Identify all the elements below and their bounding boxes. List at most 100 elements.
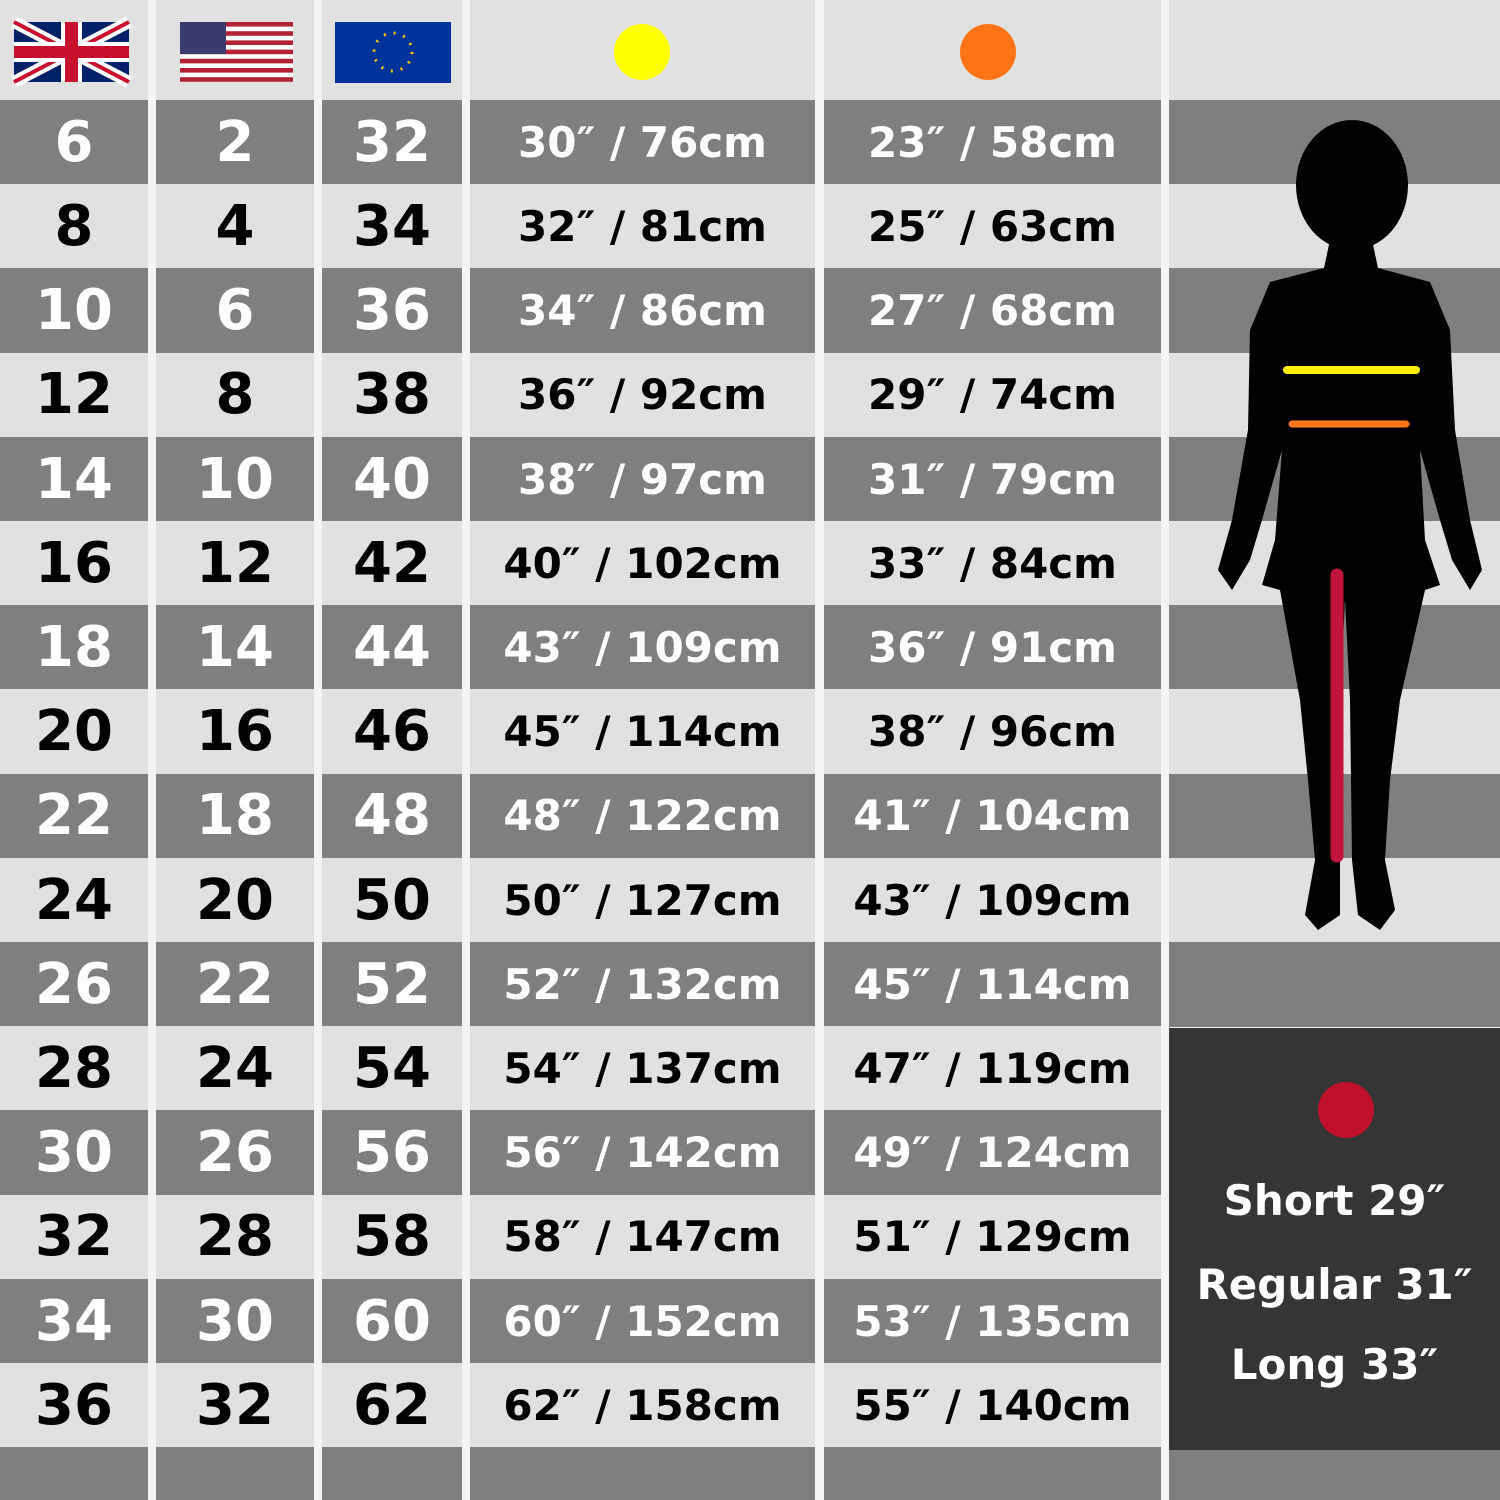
- bust-cell: 58″ / 147cm: [470, 1194, 815, 1280]
- eu-cell: 62: [322, 1363, 462, 1448]
- waist-cell: 36″ / 91cm: [824, 605, 1161, 690]
- waist-cell: 47″ / 119cm: [824, 1026, 1161, 1111]
- header-cell: [156, 0, 314, 100]
- us-cell: 20: [156, 857, 314, 943]
- uk-cell: 16: [0, 521, 148, 606]
- header-cell: [470, 0, 815, 100]
- bust-cell: 36″ / 92cm: [470, 352, 815, 438]
- inseam-label: Long 33″: [1230, 1340, 1439, 1389]
- bust-cell: 56″ / 142cm: [470, 1110, 815, 1196]
- stripe: [1169, 268, 1500, 354]
- waist-cell: 38″ / 96cm: [824, 689, 1161, 775]
- eu-cell: 60: [322, 1278, 462, 1364]
- us-cell: 14: [156, 605, 314, 690]
- uk-cell: 32: [0, 1194, 148, 1280]
- us-cell: 18: [156, 773, 314, 859]
- bust-cell: 34″ / 86cm: [470, 268, 815, 354]
- footer-cell: [0, 1447, 148, 1500]
- bust-cell: 60″ / 152cm: [470, 1278, 815, 1364]
- us-cell: 22: [156, 942, 314, 1027]
- bust-cell: 48″ / 122cm: [470, 773, 815, 859]
- bust-cell: 54″ / 137cm: [470, 1026, 815, 1111]
- us-cell: 16: [156, 689, 314, 775]
- waist-cell: 27″ / 68cm: [824, 268, 1161, 354]
- uk-cell: 26: [0, 942, 148, 1027]
- us-cell: 28: [156, 1194, 314, 1280]
- footer-cell: [470, 1447, 815, 1500]
- stripe: [1169, 605, 1500, 690]
- eu-cell: 40: [322, 436, 462, 522]
- stripe: [1169, 857, 1500, 943]
- header-cell: [322, 0, 462, 100]
- bust-cell: 40″ / 102cm: [470, 521, 815, 606]
- uk-cell: 30: [0, 1110, 148, 1196]
- eu-cell: 52: [322, 942, 462, 1027]
- stripe: [1169, 436, 1500, 522]
- waist-cell: 23″ / 58cm: [824, 100, 1161, 185]
- inseam-label: Regular 31″: [1196, 1260, 1473, 1309]
- eu-cell: 32: [322, 100, 462, 185]
- uk-cell: 22: [0, 773, 148, 859]
- uk-cell: 36: [0, 1363, 148, 1448]
- stripe: [1169, 942, 1500, 1027]
- bust-cell: 62″ / 158cm: [470, 1363, 815, 1448]
- us-cell: 12: [156, 521, 314, 606]
- bust-cell: 45″ / 114cm: [470, 689, 815, 775]
- stripe: [1169, 689, 1500, 775]
- us-cell: 26: [156, 1110, 314, 1196]
- waist-cell: 25″ / 63cm: [824, 184, 1161, 269]
- waist-cell: 33″ / 84cm: [824, 521, 1161, 606]
- waist-cell: 49″ / 124cm: [824, 1110, 1161, 1196]
- waist-cell: 29″ / 74cm: [824, 352, 1161, 438]
- eu-cell: 42: [322, 521, 462, 606]
- stripe: [1169, 100, 1500, 185]
- uk-cell: 34: [0, 1278, 148, 1364]
- uk-cell: 20: [0, 689, 148, 775]
- uk-cell: 12: [0, 352, 148, 438]
- us-cell: 4: [156, 184, 314, 269]
- us-cell: 24: [156, 1026, 314, 1111]
- bust-cell: 50″ / 127cm: [470, 857, 815, 943]
- us-cell: 8: [156, 352, 314, 438]
- us-cell: 2: [156, 100, 314, 185]
- waist-cell: 55″ / 140cm: [824, 1363, 1161, 1448]
- footer-cell: [1169, 1447, 1500, 1500]
- waist-cell: 45″ / 114cm: [824, 942, 1161, 1027]
- uk-cell: 8: [0, 184, 148, 269]
- us-cell: 6: [156, 268, 314, 354]
- footer-cell: [156, 1447, 314, 1500]
- bust-cell: 43″ / 109cm: [470, 605, 815, 690]
- us-cell: 30: [156, 1278, 314, 1364]
- eu-cell: 50: [322, 857, 462, 943]
- uk-cell: 6: [0, 100, 148, 185]
- eu-cell: 46: [322, 689, 462, 775]
- inseam-label: Short 29″: [1223, 1176, 1446, 1225]
- uk-cell: 24: [0, 857, 148, 943]
- eu-cell: 34: [322, 184, 462, 269]
- uk-cell: 10: [0, 268, 148, 354]
- us-cell: 10: [156, 436, 314, 522]
- header-cell: [824, 0, 1161, 100]
- stripe: [1169, 352, 1500, 438]
- eu-cell: 44: [322, 605, 462, 690]
- waist-cell: 41″ / 104cm: [824, 773, 1161, 859]
- stripe: [1169, 184, 1500, 269]
- uk-cell: 14: [0, 436, 148, 522]
- eu-cell: 38: [322, 352, 462, 438]
- bust-cell: 30″ / 76cm: [470, 100, 815, 185]
- eu-cell: 36: [322, 268, 462, 354]
- bust-cell: 38″ / 97cm: [470, 436, 815, 522]
- eu-cell: 48: [322, 773, 462, 859]
- stripe: [1169, 521, 1500, 606]
- bust-cell: 52″ / 132cm: [470, 942, 815, 1027]
- uk-cell: 28: [0, 1026, 148, 1111]
- header-cell: [0, 0, 148, 100]
- footer-cell: [824, 1447, 1161, 1500]
- waist-cell: 53″ / 135cm: [824, 1278, 1161, 1364]
- bust-cell: 32″ / 81cm: [470, 184, 815, 269]
- eu-cell: 56: [322, 1110, 462, 1196]
- eu-cell: 58: [322, 1194, 462, 1280]
- waist-cell: 31″ / 79cm: [824, 436, 1161, 522]
- us-cell: 32: [156, 1363, 314, 1448]
